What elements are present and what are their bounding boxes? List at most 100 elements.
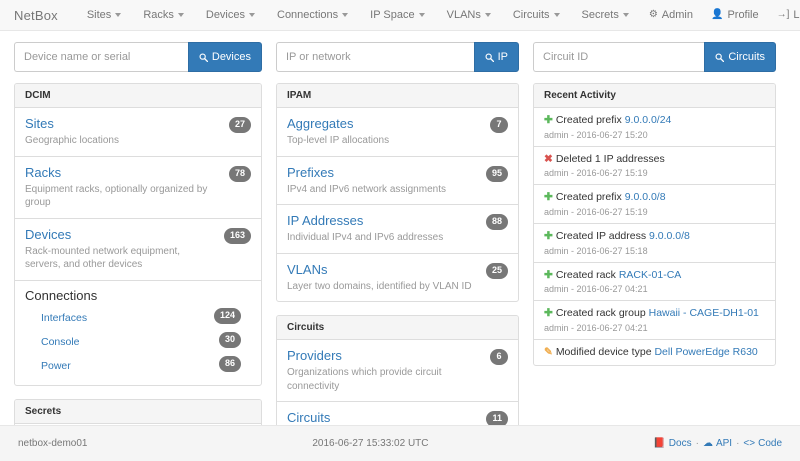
nav-item-label: Devices [205,9,245,21]
search-icon [199,53,208,62]
nav-item-label: IP Space [370,9,415,21]
nav-item-vlans[interactable]: VLANs [436,9,502,21]
activity-action: Deleted 1 IP addresses [555,152,665,165]
search-icon [485,53,494,62]
nav-log-out-link[interactable]: →]Log out [768,9,800,21]
nav-item-ip-space[interactable]: IP Space [359,9,435,21]
dcim-connections-block: Connections Interfaces 124 Console 30 Power 86 [15,281,261,385]
footer-link-code[interactable]: <> Code [743,438,782,449]
nav-admin-link[interactable]: ⚙ Admin [640,9,702,21]
column-left: DCIM Sites 27 Geographic locations Racks 78 E… [14,83,262,461]
search-input-ip[interactable] [276,42,474,72]
ipam-link-ip-addresses[interactable]: IP Addresses [287,213,364,228]
activity-line: ✚ Created rack RACK-01-CA [544,269,765,283]
ipam-count-badge: 95 [485,165,508,182]
activity-target-link[interactable]: 9.0.0.0/8 [649,229,690,242]
footer-separator: · [736,438,740,449]
search-input-device[interactable] [14,42,188,72]
nav-user-menu: ⚙Admin👤Profile→]Log out [640,9,800,21]
footer-separator: · [695,438,699,449]
panel-secrets-title: Secrets [15,399,261,424]
dcim-link-sites[interactable]: Sites [25,116,54,131]
dcim-link-devices[interactable]: Devices [25,226,72,242]
nav-item-devices[interactable]: Devices [195,9,266,21]
circuits-link-circuits[interactable]: Circuits [287,410,331,425]
brand-netbox[interactable]: NetBox [14,7,58,23]
search-group-ip: IP [276,42,519,72]
dcim-description: Geographic locations [25,135,119,146]
activity-action: Created rack [555,268,619,281]
footer-link-label: Code [758,438,782,449]
book-icon: 📕 [653,437,666,449]
footer-links: 📕 Docs · ☁ API · <> Code [653,438,782,449]
panel-dcim-title: DCIM [15,84,261,108]
circuits-count-badge: 6 [490,349,508,365]
activity-action: Created prefix [555,191,625,204]
ipam-count-badge: 88 [485,214,508,230]
search-button-circuit[interactable]: Circuits [704,42,776,72]
panel-dcim-body: Sites 27 Geographic locations Racks 78 Equipm… [15,108,261,385]
search-button-label: Devices [211,51,251,63]
activity-target-link[interactable]: 9.0.0.0/24 [624,114,672,126]
nav-item-label: VLANs [446,9,481,21]
search-input-circuit[interactable] [533,42,705,72]
nav-item-secrets[interactable]: Secrets [571,9,640,21]
nav-item-circuits[interactable]: Circuits [502,9,571,21]
circuits-count-badge: 11 [486,411,508,427]
cloud-icon: ☁ [702,437,713,449]
activity-scroll-area[interactable]: ✚ Created prefix 9.0.0.0/24 admin - 2016-0… [534,108,775,365]
ipam-link-prefixes[interactable]: Prefixes [287,164,334,180]
nav-profile-link[interactable]: 👤 Profile [702,9,768,21]
dcim-connection-count-badge: 124 [213,307,241,324]
nav-item-label: Circuits [512,9,550,21]
search-icon [715,53,725,62]
activity-target-link[interactable]: RACK-01-CA [618,268,682,281]
search-button-label: IP [497,51,508,63]
column-middle: IPAM Aggregates 7 Top-level IP allocations… [276,83,519,461]
ipam-link-aggregates[interactable]: Aggregates [287,116,354,131]
top-navbar: NetBox Sites Racks Devices Connections IP Sp… [0,0,800,31]
pencil-icon: ✎ [544,345,553,358]
nav-item-connections[interactable]: Connections [266,9,359,21]
cross-icon: ✖ [544,152,553,165]
ipam-description: Individual IPv4 and IPv6 addresses [287,232,444,243]
search-button-device[interactable]: Devices [187,42,262,72]
activity-line: ✖ Deleted 1 IP addresses [544,153,765,167]
search-row: Devices IP Circuits [0,31,800,78]
footer-link-api[interactable]: ☁ API [703,438,732,449]
activity-meta: admin - 2016-06-27 15:19 [544,168,648,179]
footer-link-docs[interactable]: 📕 Docs [653,438,691,449]
dcim-connection-item: Power 86 [25,353,251,377]
gear-icon: ⚙ [648,9,658,20]
dcim-connection-link-power[interactable]: Power [41,359,71,372]
nav-item-sites[interactable]: Sites [76,9,132,21]
activity-line: ✎ Modified device type Dell PowerEdge R63… [544,346,765,360]
dcim-connection-link-interfaces[interactable]: Interfaces [41,311,88,324]
chevron-down-icon [418,13,425,17]
panel-dcim: DCIM Sites 27 Geographic locations Racks 78 E… [14,83,262,386]
panel-recent-activity: Recent Activity ✚ Created prefix 9.0.0.0/… [533,83,776,367]
footer-timestamp: 2016-06-27 15:33:02 UTC [312,438,429,449]
circuits-link-providers[interactable]: Providers [287,348,342,363]
activity-action: Created prefix [555,114,625,126]
dcim-row: Devices 163 Rack-mounted network equipment… [15,219,261,281]
dashboard-columns: DCIM Sites 27 Geographic locations Racks 78 E… [0,78,800,461]
dcim-connection-item: Interfaces 124 [25,305,251,329]
activity-target-link[interactable]: Hawaii - CAGE-DH1-01 [648,307,759,320]
dcim-connection-link-console[interactable]: Console [41,335,80,348]
activity-target-link[interactable]: 9.0.0.0/8 [624,191,666,204]
nav-item-racks[interactable]: Racks [132,9,195,21]
activity-action: Created IP address [555,229,650,242]
dcim-connections-list: Interfaces 124 Console 30 Power 86 [25,305,251,377]
nav-right-label: Admin [661,9,693,21]
activity-target-link[interactable]: Dell PowerEdge R630 [654,345,758,358]
nav-item-label: Connections [277,9,339,21]
nav-right-label: Profile [727,9,759,21]
search-button-ip[interactable]: IP [473,42,519,72]
dcim-link-racks[interactable]: Racks [25,164,62,180]
dcim-description: Rack-mounted network equipment, servers,… [25,245,181,271]
ipam-link-vlans[interactable]: VLANs [287,261,328,277]
ipam-description: Layer two domains, identified by VLAN ID [287,280,472,292]
activity-meta: admin - 2016-06-27 04:21 [544,322,648,333]
dcim-count-badge: 27 [228,117,251,133]
